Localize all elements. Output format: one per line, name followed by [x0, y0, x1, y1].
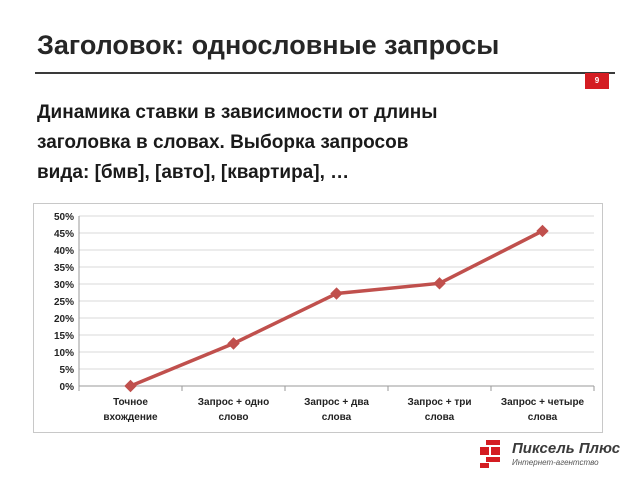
slide-subtitle: Динамика ставки в зависимости от длины з…	[37, 98, 597, 188]
x-tick-label: вхождение	[103, 412, 158, 423]
company-logo: Пиксель Плюс Интернет-агентство	[480, 440, 630, 472]
x-tick-label: слова	[528, 412, 558, 423]
x-tick-label: Запрос + одно	[198, 397, 269, 408]
data-point	[536, 224, 549, 238]
y-tick-label: 10%	[54, 348, 74, 359]
x-tick-label: слова	[322, 412, 352, 423]
x-tick-label: Запрос + два	[304, 397, 369, 408]
logo-name: Пиксель Плюс	[512, 440, 621, 457]
chart-canvas: 0% 5% 10% 15% 20% 25% 30% 35% 40% 45% 50% Точное вхо…	[54, 212, 595, 423]
x-tick-label: Запрос + три	[407, 397, 471, 408]
line-chart: 0% 5% 10% 15% 20% 25% 30% 35% 40% 45% 50% Точное вхо…	[33, 203, 603, 433]
subtitle-line: заголовка в словах. Выборка запросов	[37, 132, 409, 153]
x-tick-label: Точное	[113, 397, 148, 408]
y-tick-label: 25%	[54, 297, 74, 308]
x-tick-label: Запрос + четыре	[501, 397, 585, 408]
data-point	[124, 379, 137, 393]
title-divider	[35, 72, 615, 74]
y-tick-label: 5%	[60, 365, 75, 376]
y-tick-label: 15%	[54, 331, 74, 342]
y-tick-label: 35%	[54, 263, 74, 274]
y-tick-label: 20%	[54, 314, 74, 325]
y-tick-label: 40%	[54, 246, 74, 257]
x-tick-label: слово	[218, 412, 248, 423]
data-point	[330, 287, 343, 300]
slide-title: Заголовок: однословные запросы	[37, 30, 500, 60]
y-tick-label: 0%	[60, 382, 75, 393]
subtitle-line: Динамика ставки в зависимости от длины	[37, 102, 438, 123]
subtitle-line: вида: [бмв], [авто], [квартира], …	[37, 162, 350, 183]
data-point	[227, 337, 240, 350]
y-tick-label: 45%	[54, 229, 74, 240]
series-line	[129, 229, 544, 388]
pixel-plus-logo-icon	[480, 440, 506, 468]
data-point	[433, 277, 446, 290]
x-tick-label: слова	[425, 412, 455, 423]
y-tick-label: 30%	[54, 280, 74, 291]
logo-tagline: Интернет-агентство	[512, 458, 599, 467]
y-tick-label: 50%	[54, 212, 74, 223]
page-number-badge: 9	[585, 73, 609, 89]
